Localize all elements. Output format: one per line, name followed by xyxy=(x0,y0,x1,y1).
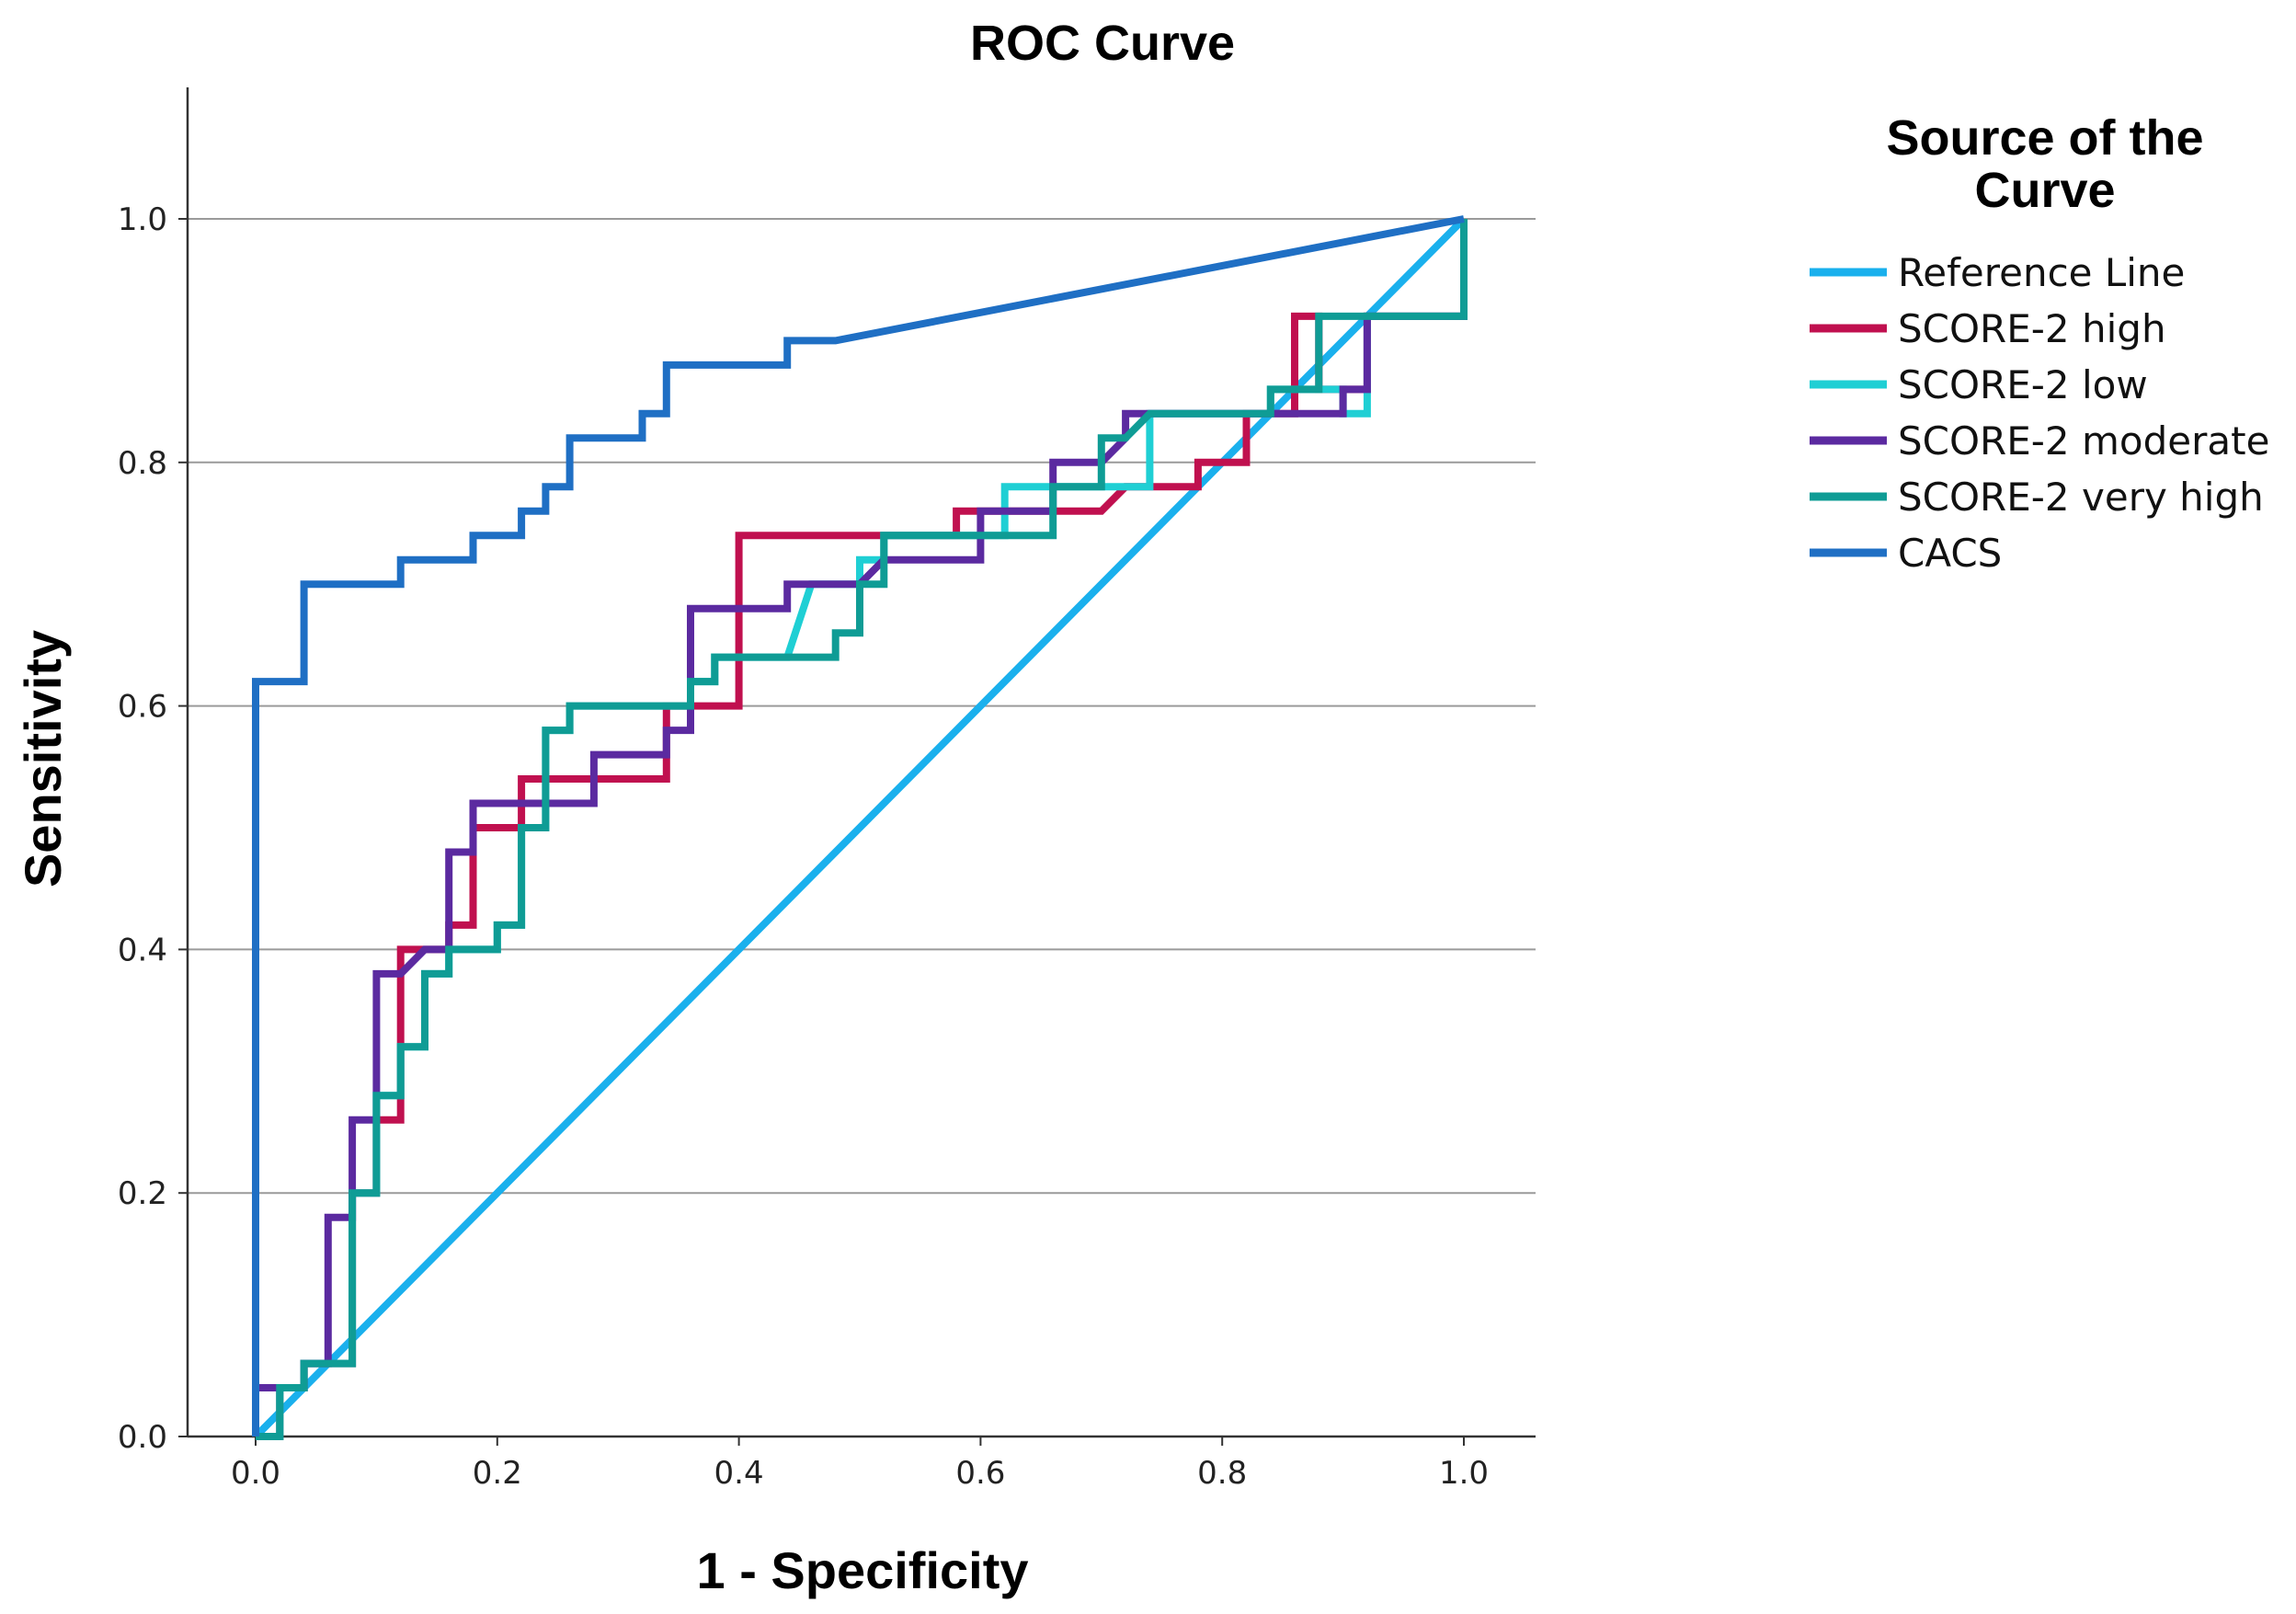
y-tick-labels: 0.0 0.2 0.4 0.6 0.8 1.0 xyxy=(118,201,188,1456)
x-tick-label: 0.0 xyxy=(231,1455,280,1492)
y-tick-label: 1.0 xyxy=(118,201,167,238)
chart-title: ROC Curve xyxy=(970,16,1235,71)
y-tick-label: 0.2 xyxy=(118,1175,167,1212)
y-tick-label: 0.4 xyxy=(118,932,167,968)
x-tick-labels: 0.0 0.2 0.4 0.6 0.8 1.0 xyxy=(231,1437,1489,1492)
legend-items: Reference Line SCORE-2 high SCORE-2 low SCO… xyxy=(1810,250,2269,576)
series-line-score-2-very-high xyxy=(256,219,1468,1440)
x-tick-label: 0.6 xyxy=(955,1455,1005,1492)
legend-label-score-2-moderate: SCORE-2 moderate xyxy=(1898,418,2269,464)
series-line-score-2-moderate xyxy=(252,219,1468,1437)
y-tick-label: 0.8 xyxy=(118,445,167,482)
legend-label-reference-line: Reference Line xyxy=(1898,250,2185,295)
series-line-cacs xyxy=(252,215,1465,1437)
legend: Source of the Curve Reference Line SCORE-… xyxy=(1810,110,2269,576)
x-tick-label: 0.4 xyxy=(714,1455,764,1492)
legend-label-score-2-high: SCORE-2 high xyxy=(1898,306,2166,351)
axes xyxy=(186,87,1536,1438)
legend-title-line-1: Source of the xyxy=(1886,110,2203,166)
legend-label-score-2-very-high: SCORE-2 very high xyxy=(1898,475,2264,520)
legend-label-cacs: CACS xyxy=(1898,531,2002,576)
y-tick-label: 0.6 xyxy=(118,689,167,726)
x-axis-label: 1 - Specificity xyxy=(696,1541,1028,1599)
legend-title-line-2: Curve xyxy=(1974,163,2115,218)
roc-series xyxy=(252,215,1468,1440)
series-line-reference-line xyxy=(253,216,1467,1439)
y-tick-label: 0.0 xyxy=(118,1419,167,1456)
legend-label-score-2-low: SCORE-2 low xyxy=(1898,362,2148,407)
x-tick-label: 0.8 xyxy=(1197,1455,1247,1492)
y-axis-label: Sensitivity xyxy=(14,630,72,887)
x-tick-label: 0.2 xyxy=(473,1455,522,1492)
x-tick-label: 1.0 xyxy=(1439,1455,1489,1492)
